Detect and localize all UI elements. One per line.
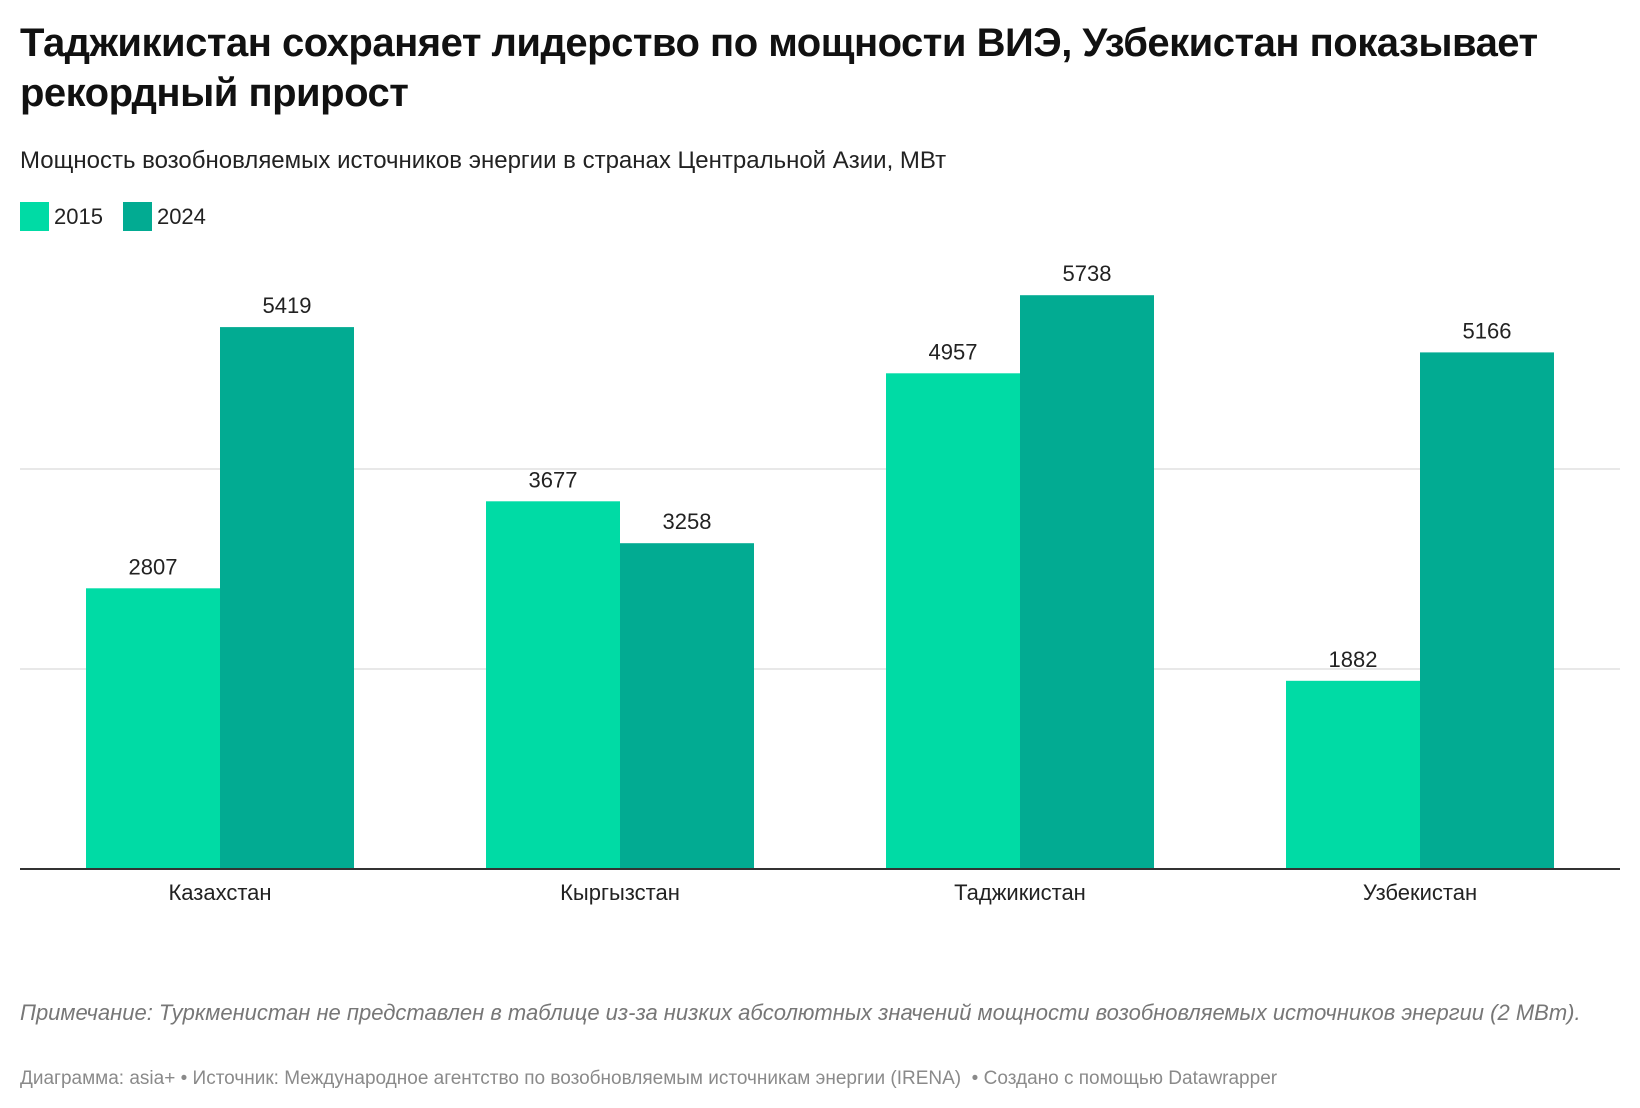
bar-2015-4: [1286, 680, 1420, 869]
bar-chart: 2807 5419 Казахстан 3677 3258 Кыргызстан 4957 5…: [20, 261, 1620, 905]
bar-2024-2: [620, 543, 754, 869]
legend-label-2024: 2024: [156, 204, 206, 229]
data-label: 1882: [1329, 647, 1378, 672]
bar-2015-3: [886, 373, 1020, 869]
x-tick-label: Кыргызстан: [560, 880, 680, 905]
data-label: 5166: [1463, 318, 1512, 343]
legend-label-2015: 2015: [54, 204, 103, 229]
bar-2024-4: [1420, 352, 1554, 869]
x-tick-label: Казахстан: [168, 880, 271, 905]
data-label: 5419: [263, 293, 312, 318]
bar-2015-2: [486, 501, 620, 869]
chart-subtitle: Мощность возобновляемых источников энерг…: [20, 147, 947, 174]
data-label: 2807: [129, 554, 178, 579]
data-label: 5738: [1063, 261, 1112, 286]
data-label: 3677: [529, 467, 578, 492]
data-label: 4957: [929, 339, 978, 364]
credit-separator: •: [966, 1068, 984, 1089]
chart-note: Примечание: Туркменистан не представлен …: [20, 1000, 1581, 1025]
data-label: 3258: [663, 509, 712, 534]
bar-2015-1: [86, 588, 220, 869]
credit-chart: Диаграмма: asia+: [20, 1068, 176, 1089]
bar-2024-1: [220, 327, 354, 870]
credit-tool: Создано с помощью Datawrapper: [983, 1068, 1278, 1089]
legend: 2015 2024: [20, 202, 226, 231]
bar-2024-3: [1020, 295, 1154, 869]
credit-source: Источник: Международное агентство по воз…: [192, 1068, 962, 1089]
legend-item-2015: 2015: [20, 202, 103, 231]
chart-title: Таджикистан сохраняет лидерство по мощно…: [20, 21, 1538, 115]
x-tick-label: Узбекистан: [1363, 880, 1477, 905]
x-tick-label: Таджикистан: [954, 880, 1086, 905]
legend-item-2024: 2024: [122, 202, 206, 231]
credit-separator: •: [180, 1068, 193, 1089]
legend-swatch-2015: [20, 202, 49, 231]
chart-footer: Диаграмма: asia+ • Источник: Международн…: [20, 1067, 1277, 1091]
legend-swatch-2024: [122, 202, 152, 231]
